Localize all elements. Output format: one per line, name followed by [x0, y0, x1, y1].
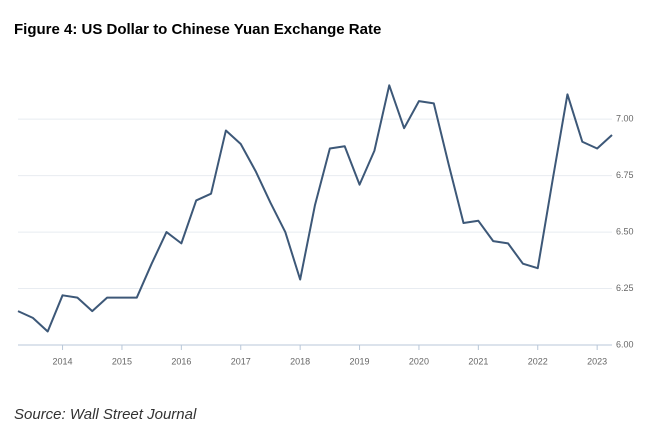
- x-tick-label: 2014: [53, 356, 73, 366]
- x-tick-label: 2016: [171, 356, 191, 366]
- x-tick-label: 2018: [290, 356, 310, 366]
- x-tick-label: 2017: [231, 356, 251, 366]
- source-note: Source: Wall Street Journal: [14, 406, 197, 423]
- y-tick-label: 6.50: [616, 226, 634, 236]
- x-tick-label: 2015: [112, 356, 132, 366]
- y-tick-label: 6.00: [616, 339, 634, 349]
- x-tick-label: 2020: [409, 356, 429, 366]
- x-tick-label: 2023: [587, 356, 607, 366]
- x-tick-label: 2019: [350, 356, 370, 366]
- x-tick-label: 2022: [528, 356, 548, 366]
- y-tick-label: 6.75: [616, 170, 634, 180]
- data-line: [17, 84, 613, 333]
- chart-title: Figure 4: US Dollar to Chinese Yuan Exch…: [14, 21, 381, 38]
- y-tick-label: 7.00: [616, 114, 634, 124]
- x-tick-label: 2021: [468, 356, 488, 366]
- y-tick-label: 6.25: [616, 283, 634, 293]
